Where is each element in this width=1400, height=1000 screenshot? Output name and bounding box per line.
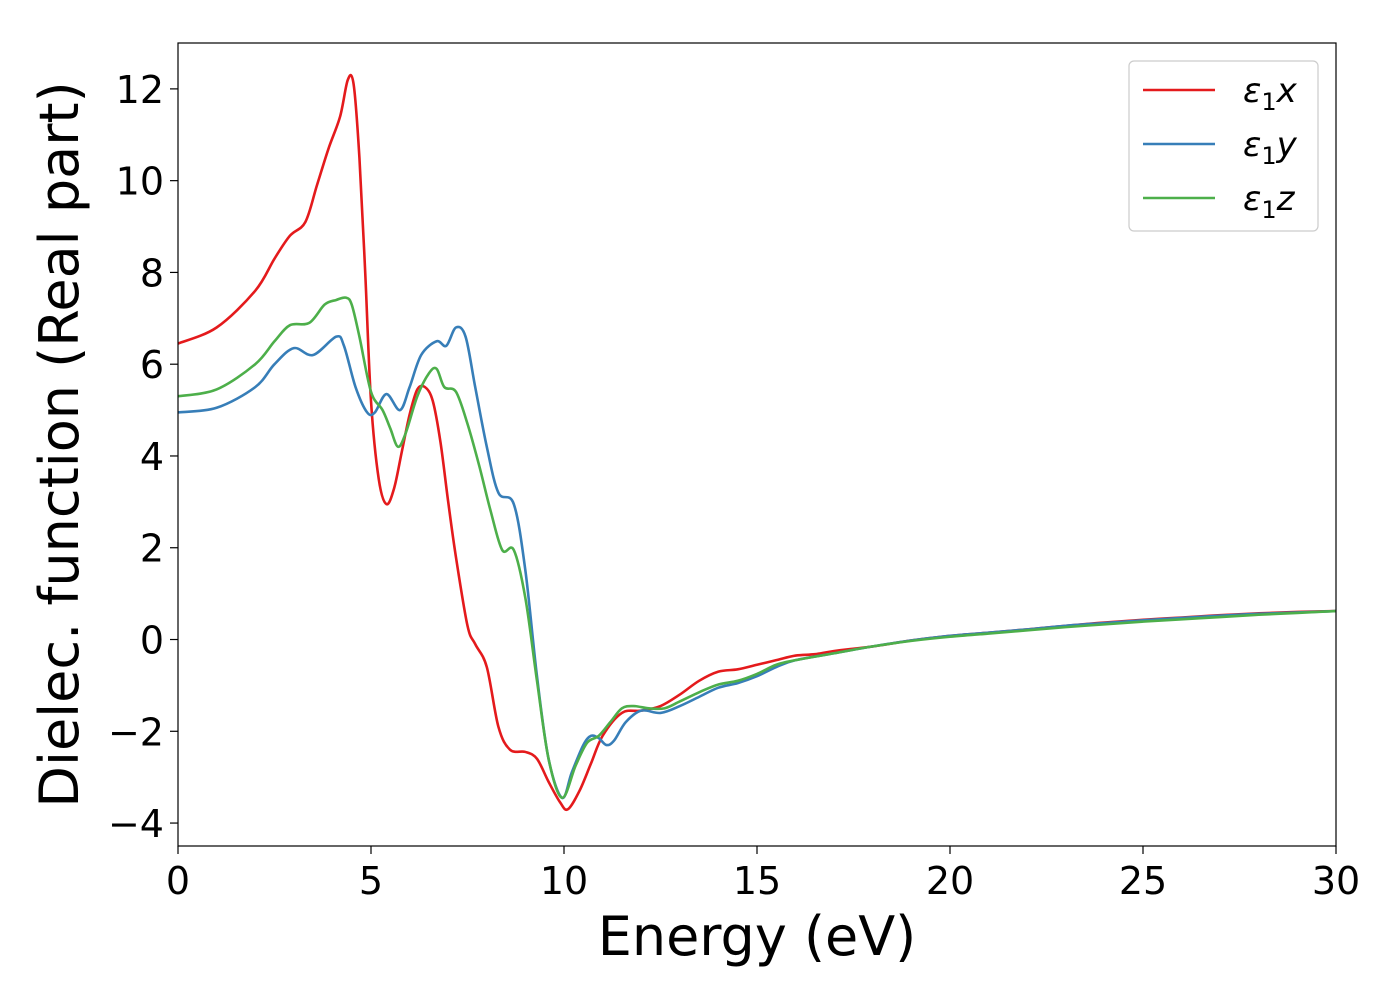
y-tick-label: 4 (140, 435, 164, 479)
x-axis-title: Energy (eV) (598, 905, 917, 968)
plot-area (178, 73, 1336, 812)
y-tick-label: 8 (140, 251, 164, 295)
series-line-y (178, 325, 1336, 800)
x-tick-label: 20 (926, 859, 974, 903)
y-tick-label: 0 (140, 619, 164, 663)
y-tick-label: −4 (108, 802, 164, 846)
y-tick-label: 6 (140, 343, 164, 387)
x-tick-label: 15 (733, 859, 781, 903)
legend-label-z: ε1z (1243, 179, 1296, 224)
x-tick-label: 10 (540, 859, 588, 903)
axis-ticks: 0 5 10 15 20 25 30 −4 −2 0 2 4 6 8 10 12 (108, 68, 1360, 903)
x-tick-label: 30 (1312, 859, 1360, 903)
y-tick-label: 12 (116, 68, 164, 112)
y-tick-label: −2 (108, 710, 164, 754)
legend-label-y: ε1y (1243, 125, 1298, 170)
x-tick-label: 5 (359, 859, 383, 903)
legend-label-x: ε1x (1243, 71, 1298, 116)
series-line-z (178, 296, 1336, 800)
legend-box (1128, 60, 1319, 232)
y-tick-label: 10 (116, 160, 164, 204)
y-axis-title: Dielec. function (Real part) (28, 81, 91, 807)
legend: ε1x ε1y ε1z (1128, 60, 1319, 232)
x-tick-label: 0 (166, 859, 190, 903)
y-tick-label: 2 (140, 527, 164, 571)
x-tick-label: 25 (1119, 859, 1167, 903)
